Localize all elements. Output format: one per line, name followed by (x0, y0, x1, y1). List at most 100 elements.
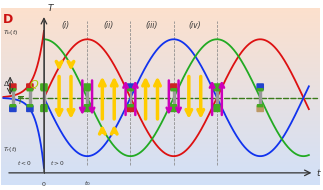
Bar (1, 69, 320, 70)
Bar (1, 55, 320, 56)
FancyBboxPatch shape (257, 105, 263, 107)
Bar (1, 180, 320, 181)
Bar (1, 119, 320, 120)
Bar (1, 155, 320, 156)
Bar (1, 110, 320, 111)
Bar (1, 16, 320, 17)
FancyBboxPatch shape (10, 105, 16, 107)
Bar (1, 182, 320, 183)
Bar (1, 17, 320, 18)
Bar (1, 13, 320, 14)
Bar (1, 40, 320, 41)
Bar (1, 102, 320, 103)
Bar (1, 140, 320, 141)
Bar (1, 75, 320, 76)
Bar (1, 105, 320, 106)
Bar (1, 48, 320, 49)
Bar (1, 45, 320, 46)
Text: $\overline{T}$: $\overline{T}$ (17, 96, 24, 108)
Bar (1, 25, 320, 26)
FancyBboxPatch shape (171, 106, 177, 112)
FancyBboxPatch shape (128, 89, 133, 91)
FancyBboxPatch shape (171, 89, 176, 91)
Bar (1, 89, 320, 90)
Bar (43, 90, 45, 105)
Bar (1, 178, 320, 179)
Bar (1, 70, 320, 71)
Text: $t$: $t$ (316, 167, 321, 178)
Bar (1, 133, 320, 134)
Bar (1, 12, 320, 13)
Bar (1, 104, 320, 105)
Bar (1, 153, 320, 154)
Bar (1, 8, 320, 9)
Text: $0$: $0$ (41, 180, 47, 188)
Bar (1, 138, 320, 139)
Text: (ii): (ii) (103, 21, 113, 30)
Bar (1, 116, 320, 117)
Bar (1, 51, 320, 52)
Bar (1, 26, 320, 27)
Bar (29, 90, 31, 105)
Bar (1, 94, 320, 95)
Bar (1, 145, 320, 146)
Bar (1, 164, 320, 165)
Bar (1, 156, 320, 157)
Bar (1, 36, 320, 37)
Bar (1, 22, 320, 23)
Bar (1, 60, 320, 61)
FancyBboxPatch shape (27, 106, 33, 112)
Bar (1, 117, 320, 118)
Bar (1, 112, 320, 113)
Bar (1, 141, 320, 142)
Bar (1, 148, 320, 149)
Bar (1, 27, 320, 28)
Bar (1, 130, 320, 131)
Text: $T$: $T$ (47, 2, 55, 13)
Text: $T_r(t)$: $T_r(t)$ (4, 145, 18, 154)
Text: $Q$: $Q$ (29, 78, 39, 91)
Text: $T_b(t)$: $T_b(t)$ (4, 28, 19, 37)
Bar (1, 183, 320, 184)
Bar (1, 34, 320, 35)
Bar (1, 163, 320, 164)
Bar (1, 82, 320, 83)
Bar (1, 109, 320, 110)
Bar (259, 90, 261, 105)
Bar (1, 96, 320, 97)
Bar (12, 90, 14, 105)
Bar (1, 15, 320, 16)
FancyBboxPatch shape (257, 106, 263, 112)
Bar (1, 91, 320, 92)
Bar (1, 35, 320, 36)
Text: (iii): (iii) (145, 21, 158, 30)
Bar (1, 37, 320, 38)
Bar (1, 90, 320, 91)
Bar (1, 11, 320, 12)
Text: $\mathbf{D}$: $\mathbf{D}$ (2, 13, 14, 26)
Bar (1, 132, 320, 133)
Bar (1, 98, 320, 99)
Bar (1, 108, 320, 109)
Bar (1, 149, 320, 150)
Bar (1, 61, 320, 62)
Text: (iv): (iv) (189, 21, 201, 30)
FancyBboxPatch shape (85, 105, 90, 107)
Bar (1, 43, 320, 44)
Bar (1, 179, 320, 180)
Bar (1, 39, 320, 40)
Bar (1, 10, 320, 11)
Bar (1, 160, 320, 161)
Bar (1, 101, 320, 102)
Bar (1, 29, 320, 30)
Bar (1, 159, 320, 160)
Bar (1, 41, 320, 42)
Bar (1, 87, 320, 88)
Bar (1, 125, 320, 126)
Bar (1, 136, 320, 137)
Bar (1, 97, 320, 98)
FancyBboxPatch shape (10, 89, 16, 91)
Bar (1, 121, 320, 122)
Bar (1, 127, 320, 128)
Bar (1, 52, 320, 53)
